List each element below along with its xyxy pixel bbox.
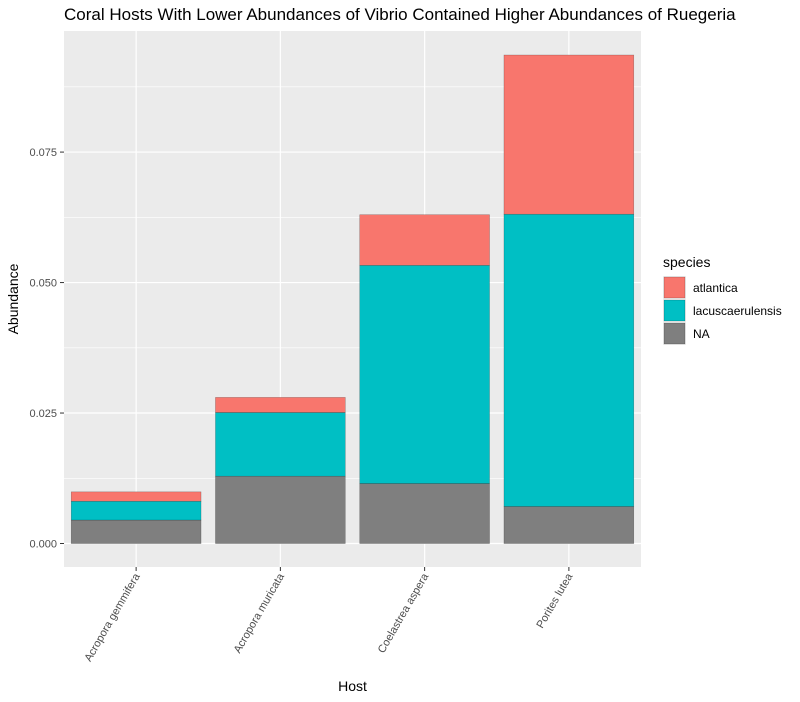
bar-segment-atlantica — [70, 491, 202, 502]
bar-segment-lacuscaerulensis — [359, 265, 490, 484]
bar-segment-lacuscaerulensis — [503, 213, 635, 507]
x-tick-label: Porites lutea — [535, 571, 576, 631]
legend-swatch-lacuscaerulensis — [663, 299, 686, 322]
bar-segment-atlantica — [359, 214, 490, 266]
y-tick-label: 0.025 — [29, 408, 57, 420]
bar-segment-lacuscaerulensis — [215, 412, 346, 477]
bar-segment-na — [70, 519, 202, 544]
bar-segment-na — [215, 475, 346, 544]
y-tick-label: 0.050 — [29, 278, 57, 290]
y-tick-label: 0.075 — [29, 147, 57, 159]
x-tick-label: Acropora muricata — [232, 571, 288, 656]
legend-label-lacuscaerulensis: lacuscaerulensis — [693, 304, 782, 318]
bar-segment-lacuscaerulensis — [70, 500, 202, 521]
y-tick-label: 0.000 — [29, 539, 57, 551]
y-axis-title: Abundance — [5, 263, 21, 334]
bar-segment-atlantica — [215, 397, 346, 413]
chart-title: Coral Hosts With Lower Abundances of Vib… — [64, 5, 736, 24]
bar-segment-na — [503, 506, 635, 544]
x-axis-title: Host — [338, 678, 367, 694]
legend-label-atlantica: atlantica — [693, 281, 738, 295]
bar-segment-na — [359, 483, 490, 544]
legend-title: species — [663, 254, 710, 270]
legend-label-na: NA — [693, 327, 710, 341]
x-tick-label: Acropora gemmifera — [83, 571, 144, 664]
legend-swatch-atlantica — [663, 276, 686, 299]
bars — [70, 54, 635, 544]
bar-segment-atlantica — [503, 54, 635, 215]
legend: species atlantica lacuscaerulensis NA — [663, 254, 782, 345]
legend-swatch-na — [663, 322, 686, 345]
x-tick-label: Coelastrea aspera — [376, 571, 432, 656]
